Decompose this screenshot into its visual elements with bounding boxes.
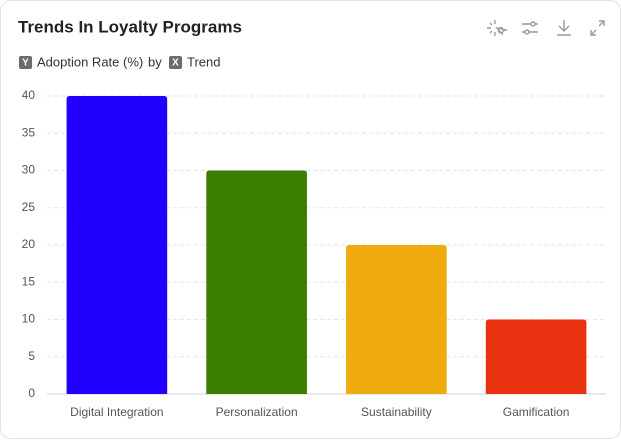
x-tick-label: Digital Integration (70, 405, 163, 419)
expand-icon[interactable] (590, 20, 605, 36)
y-tick-label: 40 (22, 88, 36, 102)
y-axis-label: Adoption Rate (%) (37, 54, 143, 69)
x-tick-label: Gamification (503, 405, 570, 419)
bar (66, 96, 168, 394)
y-tick-label: 25 (22, 200, 36, 214)
y-tick-label: 0 (28, 386, 35, 400)
x-tick-label: Sustainability (361, 405, 432, 419)
y-tick-label: 35 (22, 125, 36, 139)
x-badge: X (172, 58, 179, 69)
y-tick-label: 15 (22, 274, 36, 288)
chart-title: Trends In Loyalty Programs (18, 17, 242, 36)
y-tick-label: 5 (28, 349, 35, 363)
bar (206, 170, 307, 394)
y-badge-box (19, 56, 32, 69)
bar (485, 319, 587, 394)
y-tick-label: 30 (22, 163, 36, 177)
x-tick-label: Personalization (216, 405, 298, 419)
x-axis-label: Trend (187, 54, 220, 69)
toolbar (487, 20, 605, 36)
bar (346, 245, 447, 394)
y-tick-label: 10 (22, 312, 36, 326)
download-icon[interactable] (557, 20, 571, 36)
y-tick-label: 20 (22, 237, 36, 251)
filter-icon[interactable] (522, 21, 538, 35)
x-badge-box (169, 56, 182, 69)
y-badge: Y (22, 58, 29, 69)
select-icon[interactable] (487, 20, 509, 36)
connector: by (148, 54, 162, 69)
